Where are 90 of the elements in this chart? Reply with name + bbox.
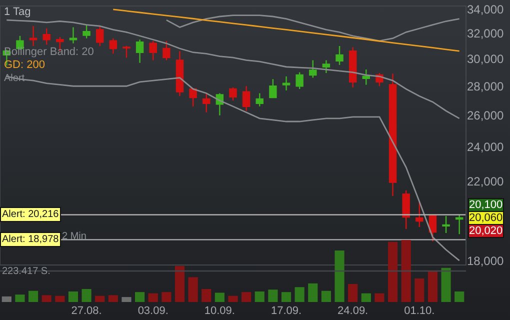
bar [428,271,438,302]
bar [214,292,224,302]
candlestick [442,215,450,234]
text: 20,020 [469,225,503,237]
candlestick [309,60,317,78]
y-tick-label: 28,000 [467,79,504,94]
bar [388,242,398,302]
candlestick [388,73,397,197]
bar [414,278,424,302]
candlestick [136,39,144,64]
bar [254,291,264,302]
bar [15,294,25,302]
y-tick-label: 22,000 [467,174,504,189]
bar [454,291,464,302]
candlestick [42,28,50,46]
bar [348,284,358,302]
candlestick [282,76,290,91]
ref-line-label: 223.417 S. [2,266,50,277]
bar [321,290,331,302]
candlestick [29,25,38,47]
candlestick [336,45,344,66]
bar [281,292,292,302]
candlestick [296,72,304,90]
bar [2,296,12,302]
bar [242,292,252,302]
x-tick-label: 27.08. [71,305,102,317]
candlestick [69,26,78,44]
bar [294,287,304,302]
candlestick [109,38,118,54]
candlestick [362,68,370,86]
bar [55,296,65,302]
y-tick-label: 26,000 [467,108,504,123]
text: 20,060 [469,212,503,224]
bar [108,295,118,302]
x-tick-label: 24.09. [338,305,368,317]
candlestick [176,50,184,97]
x-tick-label: 03.09. [138,305,168,317]
candlestick [162,40,170,61]
bar [361,293,371,302]
candlestick [416,201,424,228]
bar [162,292,172,302]
bar [148,293,158,302]
bar [401,240,411,302]
bar [188,277,198,302]
bar [202,288,212,302]
line-series [112,8,460,52]
bar [135,292,145,302]
candlestick [256,92,264,107]
y-tick-label: 18,000 [467,254,504,268]
chart-subtitle: 1 Tag [4,6,31,18]
line-series [166,14,460,42]
bar [122,297,132,302]
bar [268,290,278,302]
text: 20,100 [469,199,503,211]
candlestick [242,86,250,112]
x-tick-label: 01.10. [404,305,435,317]
bar [95,296,105,302]
bar [374,293,384,302]
candlestick [82,24,90,39]
candlestick [402,190,410,230]
bar [308,283,318,302]
text: GD: 200 [4,59,45,71]
bar [68,291,78,302]
bar [42,295,52,302]
bar [82,288,92,302]
candlestick [229,86,237,102]
bar [228,296,238,302]
y-tick-label: 30,000 [467,52,504,66]
bar [174,266,185,302]
candlestick [269,78,277,98]
bar [28,290,38,302]
y-tick-label: 24,000 [467,140,504,154]
bar [441,268,451,302]
candlestick [322,60,330,74]
candlestick [122,45,130,58]
ref-line-label: Alert: 18,978 [2,234,60,245]
y-tick-label: 32,000 [467,26,504,41]
candlestick [455,214,464,235]
annotation: 2 Min [62,231,86,242]
x-tick-label: 10.09. [204,305,235,317]
line-series [6,19,460,120]
x-tick-label: 17.09. [270,305,302,317]
candlestick [96,25,104,47]
bar [334,250,344,302]
candlestick [202,92,210,113]
ref-line-label: Alert: 20,216 [2,209,60,220]
y-tick-label: 34,000 [467,2,504,17]
candlestick [348,46,357,88]
candlestick [189,88,197,107]
candlestick [149,40,157,61]
